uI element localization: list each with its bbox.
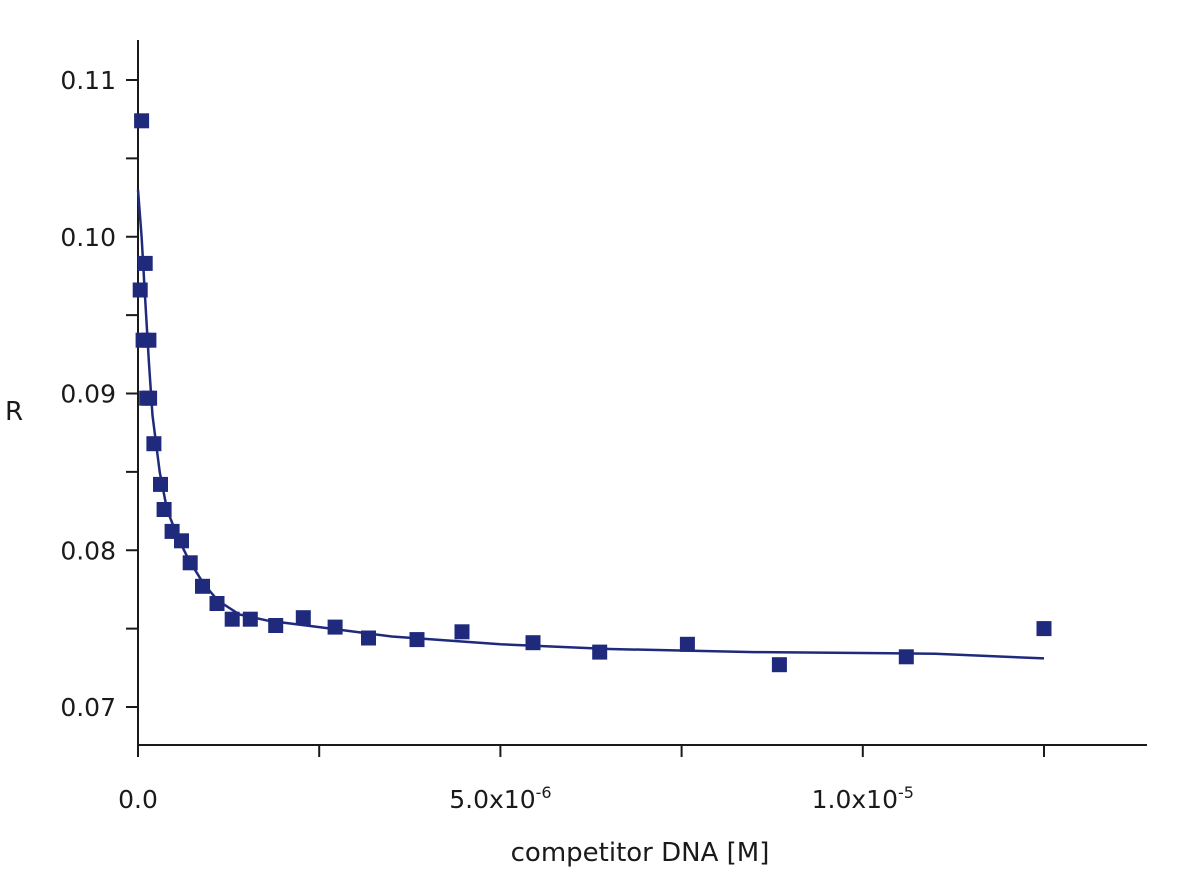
data-point [146,436,162,452]
data-point [679,636,695,652]
data-point [295,610,311,626]
data-point [525,635,541,651]
data-point [182,555,198,571]
y-tick-label: 0.10 [60,223,116,252]
data-point [771,657,787,673]
data-point [898,649,914,665]
data-point [268,618,284,633]
data-point [141,332,157,348]
data-point [224,611,240,627]
y-tick-label: 0.08 [60,536,116,565]
data-point [142,390,158,406]
data-point [454,624,470,640]
x-axis-title: competitor DNA [M] [511,838,770,868]
data-point [409,632,425,648]
data-point [242,611,258,627]
data-points [132,113,1052,673]
data-point [195,578,210,594]
data-point [174,533,189,549]
fit-line [136,189,1045,660]
data-point [361,630,376,646]
data-point [153,476,168,492]
data-point [156,502,172,517]
axes [137,40,1147,746]
y-tick-label: 0.11 [60,66,116,95]
x-tick-label: 0.0 [118,785,158,814]
y-tick-label: 0.09 [60,380,116,409]
y-tick-label: 0.07 [60,693,116,722]
x-tick-label: 5.0x10-6 [449,783,551,814]
data-point [209,596,225,611]
data-point [592,644,608,660]
y-tick-labels: 0.07 0.08 0.09 0.10 0.11 [60,66,116,722]
data-point [134,113,150,129]
x-tick-labels: 0.0 5.0x10-6 1.0x10-5 [118,783,914,814]
x-tick-label: 1.0x10-5 [812,783,914,814]
y-axis-title: R [5,397,23,427]
data-point [137,255,153,271]
data-point [1036,621,1052,637]
data-point [327,619,343,635]
data-point [132,282,148,298]
x-ticks [137,745,1045,757]
y-ticks [126,79,138,708]
